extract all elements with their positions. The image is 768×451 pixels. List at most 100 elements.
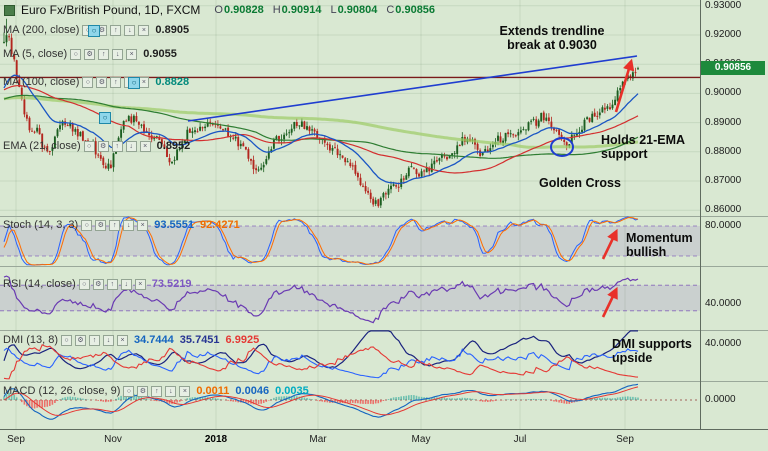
move-up-icon[interactable]: ↑ [106,278,118,290]
time-tick-label: May [411,434,431,445]
indicator-label: MA (5, close) [3,48,68,60]
highlighted-visibility-icon[interactable]: ○ [88,25,100,37]
time-axis[interactable]: Sep Nov 2018 Mar May Jul Sep [0,429,768,451]
annotation-ema-support: Holds 21-EMA support [601,133,686,162]
move-down-icon[interactable]: ↓ [112,48,124,60]
indicator-value: 0.0035 [275,385,309,397]
ohlc-value: 0.90856 [395,4,436,16]
close-icon[interactable]: × [179,385,191,397]
annotation-trendline-break: Extends trendline break at 0.9030 [499,24,605,53]
last-price-badge: 0.90856 [701,61,765,75]
ohlc-letter: C [386,4,395,16]
panel-legend-rsi: RSI (14, close) ○ ⚙ ↑ ↓ × 73.5219 [3,278,192,290]
chart-legend-header: Euro Fx/British Pound, 1D, FXCM O 0.90828… [4,3,435,17]
indicator-label: MACD (12, 26, close, 9) [3,385,121,397]
settings-icon[interactable]: ⚙ [95,219,107,231]
move-up-icon[interactable]: ↑ [151,385,163,397]
ohlc-pair: C 0.90856 [386,4,435,16]
time-tick-label: Mar [309,434,327,445]
time-tick-label: 2018 [204,434,228,445]
indicator-legend-row: MA (100, close)○⚙↑↓×0.8828 [3,76,189,88]
visibility-icon[interactable]: ○ [81,219,93,231]
price-tick-label: 0.92000 [705,29,742,40]
move-down-icon[interactable]: ↓ [123,219,135,231]
panel-tick-label: 40.0000 [705,338,742,349]
indicator-value: 0.0011 [196,385,230,397]
visibility-icon[interactable]: ○ [70,48,82,60]
ohlc-value: 0.90914 [281,4,322,16]
indicator-value: 0.9055 [143,48,177,60]
visibility-icon[interactable]: ○ [78,278,90,290]
panel-tick-label: 40.0000 [705,298,742,309]
visibility-icon[interactable]: ○ [82,76,94,88]
close-icon[interactable]: × [126,48,138,60]
visibility-icon[interactable]: ○ [61,334,73,346]
move-up-icon[interactable]: ↑ [109,219,121,231]
move-up-icon[interactable]: ↑ [110,76,122,88]
price-tick-label: 0.87000 [705,175,742,186]
price-tick-label: 0.90000 [705,87,742,98]
visibility-icon[interactable]: ○ [83,140,95,152]
settings-icon[interactable]: ⚙ [97,140,109,152]
close-icon[interactable]: × [134,278,146,290]
move-down-icon[interactable]: ↓ [103,334,115,346]
time-tick-label: Sep [7,434,25,445]
indicator-value: 34.7444 [134,334,174,346]
indicator-value: 0.8905 [155,24,190,36]
symbol-logo-icon [4,4,15,16]
visibility-icon[interactable]: ○ [123,385,135,397]
ohlc-value: 0.90804 [337,4,378,16]
ohlc-pair: O 0.90828 [214,4,263,16]
ohlc-letter: O [214,4,223,16]
move-down-icon[interactable]: ↓ [125,140,137,152]
close-icon[interactable]: × [117,334,129,346]
settings-icon[interactable]: ⚙ [92,278,104,290]
settings-icon[interactable]: ⚙ [75,334,87,346]
close-icon[interactable]: × [137,219,149,231]
move-up-icon[interactable]: ↑ [110,24,122,36]
indicator-legend-row: MA (5, close) ○ ⚙ ↑ ↓ × 0.9055 [3,48,177,60]
settings-icon[interactable]: ⚙ [96,76,108,88]
move-down-icon[interactable]: ↓ [120,278,132,290]
close-icon[interactable]: × [139,140,151,152]
indicator-legend-row: MA (200, close)○⚙↑↓×0.8905 [3,24,189,36]
close-icon[interactable]: × [138,24,150,36]
ohlc-pair: L 0.90804 [330,4,377,16]
annotation-dmi-upside: DMI supports upside [612,337,692,366]
indicator-label: MA (200, close) [3,24,80,36]
indicator-label: DMI (13, 8) [3,334,59,346]
symbol-title[interactable]: Euro Fx/British Pound, 1D, FXCM [21,3,201,17]
price-tick-label: 0.88000 [705,146,742,157]
price-tick-label: 0.89000 [705,117,742,128]
panel-tick-label: 0.0000 [705,394,736,405]
move-up-icon[interactable]: ↑ [98,48,110,60]
indicator-label: EMA (21, close) [3,140,81,152]
highlighted-visibility-icon[interactable]: ○ [99,112,111,124]
indicator-value: 93.5551 [154,219,194,231]
move-up-icon[interactable]: ↑ [111,140,123,152]
indicator-label: MA (100, close) [3,76,80,88]
indicator-value: 35.7451 [179,334,220,346]
annotation-golden-cross: Golden Cross [539,176,621,190]
time-tick-label: Sep [616,434,634,445]
move-down-icon[interactable]: ↓ [124,24,136,36]
indicator-value: 0.8952 [156,140,191,152]
indicator-label: Stoch (14, 3, 3) [3,219,79,231]
ohlc-pair: H 0.90914 [273,4,322,16]
ohlc-letter: L [330,4,337,16]
panel-legend-macd: MACD (12, 26, close, 9) ○ ⚙ ↑ ↓ × 0.0011 0.0046… [3,385,309,397]
ohlc-letter: H [272,4,281,16]
settings-icon[interactable]: ⚙ [84,48,96,60]
indicator-value: 0.0046 [235,385,270,397]
ohlc-values: O 0.90828 H 0.90914 L 0.90804 C 0.90856 [214,4,435,16]
settings-icon[interactable]: ⚙ [137,385,149,397]
close-icon[interactable]: × [138,76,150,88]
price-tick-label: 0.93000 [705,0,742,11]
time-tick-label: Jul [513,434,527,445]
move-up-icon[interactable]: ↑ [89,334,101,346]
indicator-label: RSI (14, close) [3,278,76,290]
move-down-icon[interactable]: ↓ [165,385,177,397]
panel-legend-stoch: Stoch (14, 3, 3) ○ ⚙ ↑ ↓ × 93.5551 92.4271 [3,219,240,231]
indicator-value: 6.9925 [225,334,260,346]
highlighted-visibility-icon[interactable]: ○ [128,77,140,89]
